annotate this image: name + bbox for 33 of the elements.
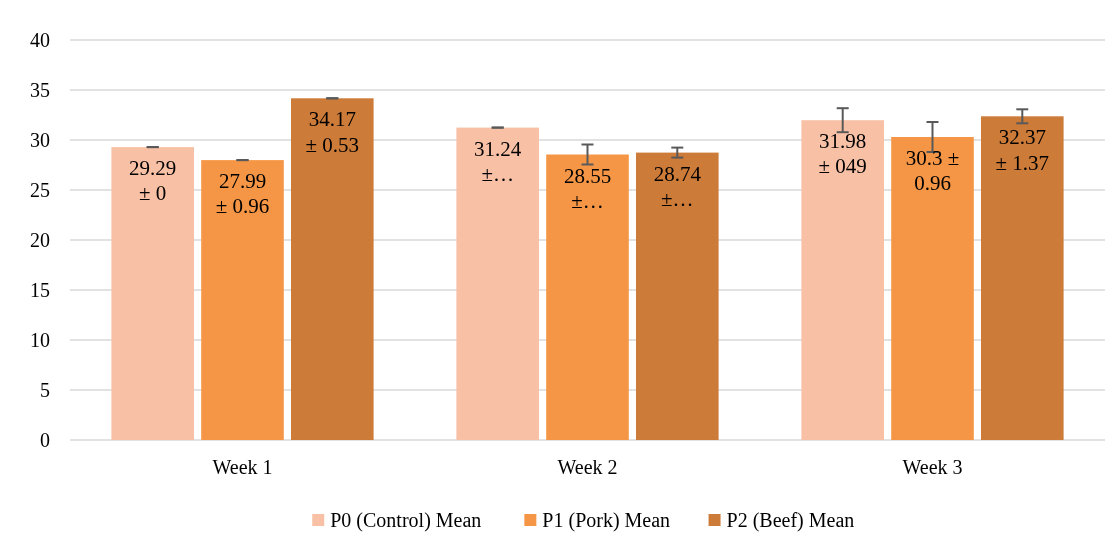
data-label: 31.98 ± 049	[818, 129, 867, 179]
y-tick-label: 30	[30, 129, 50, 151]
x-tick-label: Week 3	[902, 456, 963, 478]
y-tick-label: 10	[30, 329, 50, 351]
x-tick-label: Week 1	[212, 456, 273, 478]
bar	[546, 154, 629, 440]
bar	[290, 98, 374, 440]
bar	[456, 127, 540, 440]
data-label: 29.29 ± 0	[129, 156, 177, 206]
legend-label: P1 (Pork) Mean	[542, 509, 671, 532]
bar	[801, 120, 885, 440]
bar	[980, 116, 1064, 440]
y-tick-label: 40	[30, 29, 50, 51]
y-tick-label: 15	[30, 279, 50, 301]
bar	[111, 147, 195, 440]
legend-label: P2 (Beef) Mean	[726, 509, 855, 532]
data-label: 34.17 ± 0.53	[305, 107, 360, 157]
bar	[201, 160, 284, 440]
bar	[635, 152, 719, 440]
y-tick-label: 25	[30, 179, 50, 201]
legend-label: P0 (Control) Mean	[330, 509, 482, 532]
y-tick-label: 35	[30, 79, 50, 101]
bar	[891, 137, 974, 440]
y-tick-label: 5	[40, 379, 50, 401]
data-label: 28.74 ±…	[653, 161, 702, 211]
data-label: 27.99 ± 0.96	[215, 169, 270, 219]
x-tick-label: Week 2	[557, 456, 618, 478]
y-tick-label: 20	[30, 229, 50, 251]
y-tick-label: 0	[40, 429, 50, 451]
data-label: 31.24 ±…	[474, 136, 522, 186]
data-label: 32.37 ± 1.37	[995, 125, 1050, 175]
data-label: 30.3 ± 0.96	[905, 146, 960, 196]
data-label: 28.55 ±…	[563, 163, 612, 213]
